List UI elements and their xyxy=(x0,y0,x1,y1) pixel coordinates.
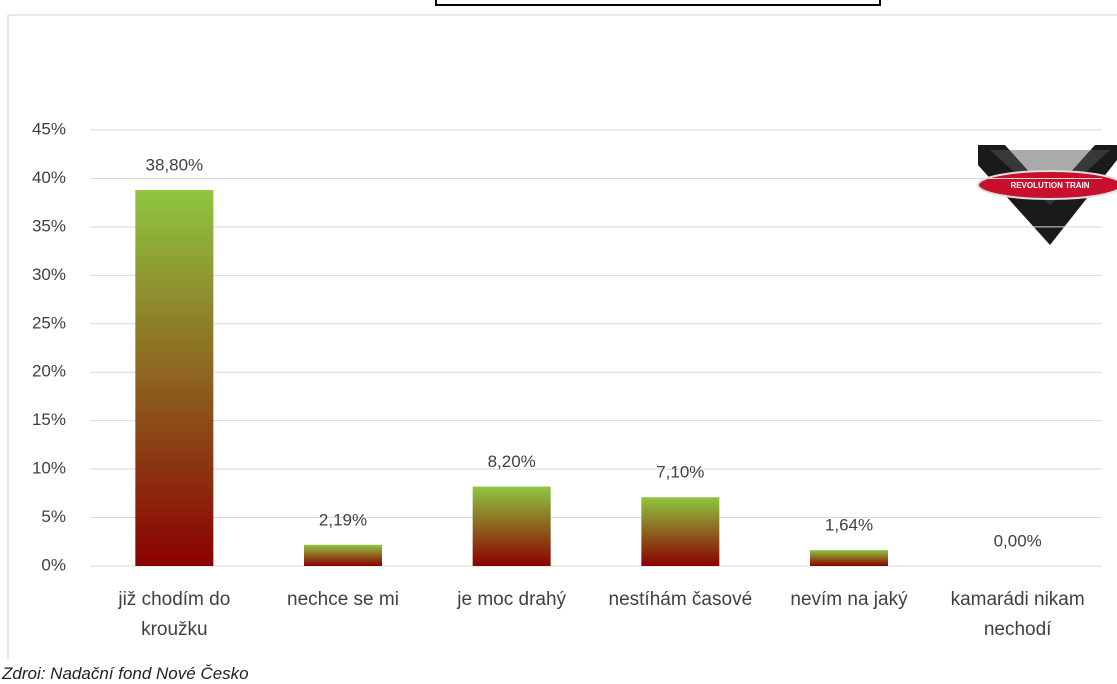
data-label: 8,20% xyxy=(488,452,536,471)
source-note: Zdroi: Nadační fond Nové Česko xyxy=(2,664,249,683)
data-label: 7,10% xyxy=(656,463,704,482)
y-tick-label: 20% xyxy=(32,362,66,381)
data-label: 0,00% xyxy=(994,531,1042,550)
bar xyxy=(304,544,382,566)
logo: REVOLUTION TRAIN xyxy=(977,145,1117,245)
x-tick-label: nechce se mi xyxy=(287,589,399,610)
y-tick-label: 5% xyxy=(41,507,66,526)
x-tick-label: nestíhám časové xyxy=(608,589,753,610)
bar xyxy=(810,550,888,566)
y-tick-label: 35% xyxy=(32,216,66,235)
data-label: 1,64% xyxy=(825,516,873,535)
x-tick-label: již chodím do kroužku xyxy=(118,589,231,640)
bar xyxy=(135,190,214,566)
y-tick-label: 15% xyxy=(32,410,66,429)
data-label: 38,80% xyxy=(145,156,203,175)
y-tick-label: 45% xyxy=(32,119,66,138)
x-tick-label: kamarádi nikam nechodí xyxy=(950,589,1085,640)
chart-frame xyxy=(7,14,1117,660)
y-tick-label: 10% xyxy=(32,459,66,478)
y-tick-label: 25% xyxy=(32,313,66,332)
bar xyxy=(641,497,720,566)
y-tick-label: 0% xyxy=(41,555,66,574)
logo-text: REVOLUTION TRAIN xyxy=(1010,181,1089,190)
x-tick-label: je moc drahý xyxy=(457,589,567,610)
x-tick-label: nevím na jaký xyxy=(790,589,908,610)
bar xyxy=(472,486,551,566)
data-label: 2,19% xyxy=(319,510,367,529)
title-box xyxy=(435,0,881,6)
y-tick-label: 40% xyxy=(32,168,66,187)
y-tick-label: 30% xyxy=(32,265,66,284)
